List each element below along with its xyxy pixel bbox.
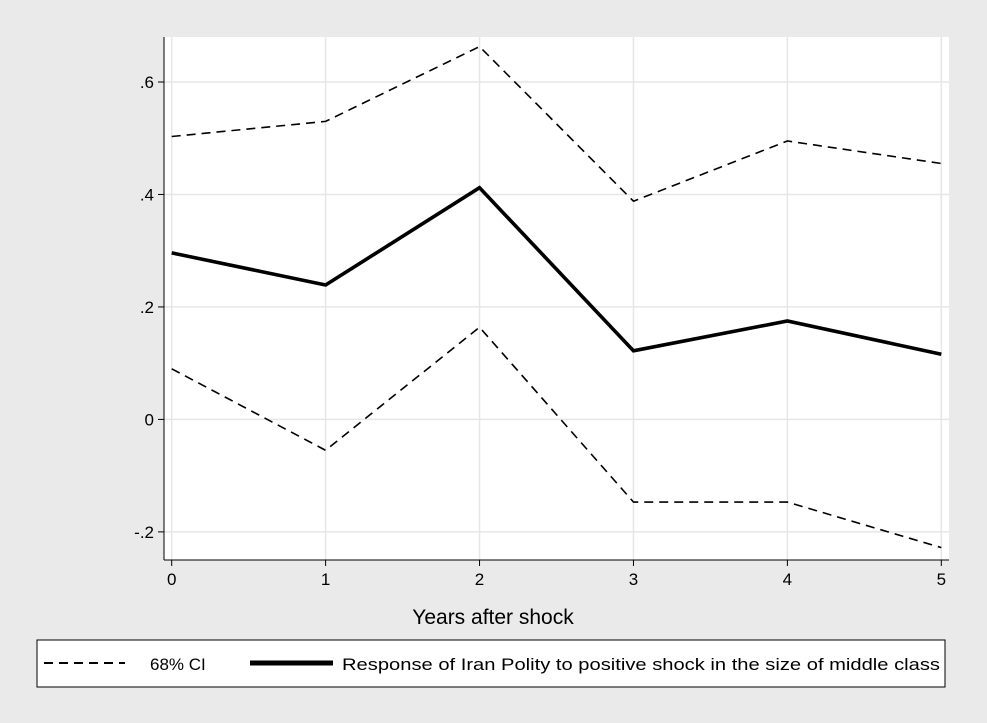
x-axis-label: Years after shock — [412, 606, 574, 629]
legend-label-response: Response of Iran Polity to positive shoc… — [342, 655, 940, 674]
y-tick-label: .6 — [140, 73, 154, 92]
legend-box — [36, 639, 946, 688]
legend: 68% CI Response of Iran Polity to positi… — [36, 639, 946, 688]
y-tick-label: -.2 — [134, 523, 154, 542]
series-lines — [171, 45, 942, 549]
x-tick-label: 3 — [629, 570, 638, 589]
plot-area — [164, 37, 949, 560]
grid-lines — [164, 37, 949, 560]
y-tick-label: .2 — [140, 298, 154, 317]
x-tick-label: 5 — [937, 570, 946, 589]
series-line-response — [171, 185, 942, 356]
axes: -.2 0 .2 .4 .6 0 1 2 3 4 5 — [134, 37, 949, 589]
series-line-lower — [171, 326, 942, 549]
x-tick-label: 1 — [321, 570, 330, 589]
x-tick-label: 4 — [783, 570, 792, 589]
y-tick-label: 0 — [145, 410, 154, 429]
x-tick-label: 2 — [475, 570, 484, 589]
series-line-upper — [171, 45, 942, 203]
y-tick-label: .4 — [140, 185, 154, 204]
x-tick-label: 0 — [167, 570, 176, 589]
legend-label-ci: 68% CI — [150, 655, 206, 674]
